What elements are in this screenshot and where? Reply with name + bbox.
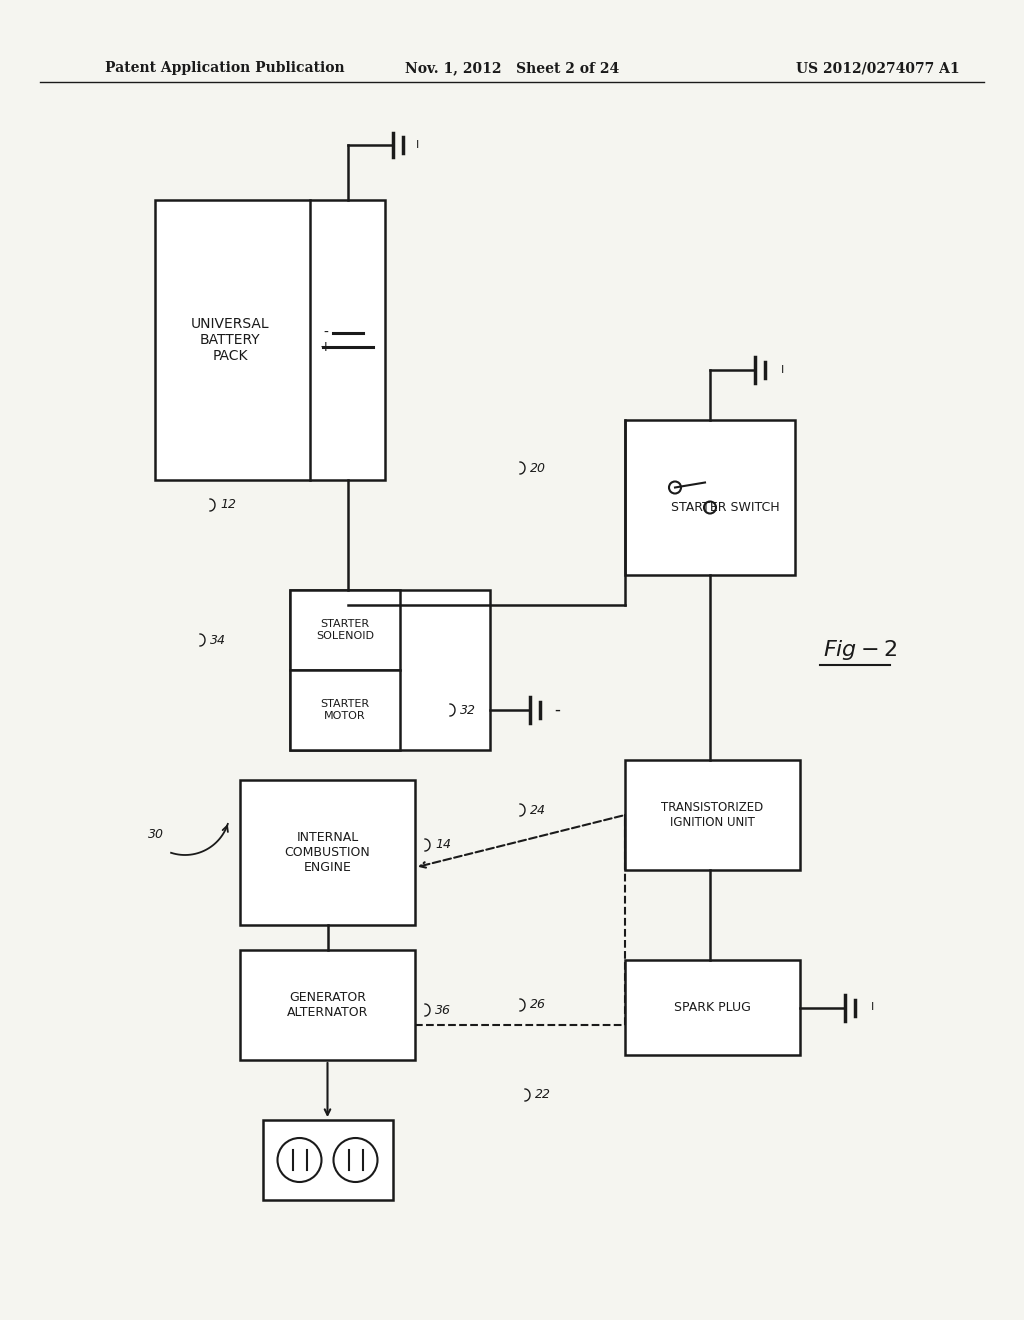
Text: $\mathit{Fig}-2$: $\mathit{Fig}-2$ (823, 638, 897, 663)
Text: 14: 14 (435, 838, 451, 851)
Text: I: I (870, 1002, 873, 1012)
Text: 22: 22 (535, 1089, 551, 1101)
Text: 12: 12 (220, 499, 236, 511)
Text: 30: 30 (148, 829, 164, 842)
Bar (625, 960, 800, 1055)
Bar (290, 590, 400, 671)
Text: 36: 36 (435, 1003, 451, 1016)
Text: STARTER
MOTOR: STARTER MOTOR (321, 700, 370, 721)
Text: INTERNAL
COMBUSTION
ENGINE: INTERNAL COMBUSTION ENGINE (285, 832, 371, 874)
Bar (240, 950, 415, 1060)
Text: 32: 32 (460, 704, 476, 717)
Text: STARTER SWITCH: STARTER SWITCH (671, 502, 779, 513)
Bar (240, 780, 415, 925)
Text: UNIVERSAL
BATTERY
PACK: UNIVERSAL BATTERY PACK (190, 317, 269, 363)
Circle shape (334, 1138, 378, 1181)
Text: GENERATOR
ALTERNATOR: GENERATOR ALTERNATOR (287, 991, 369, 1019)
Text: US 2012/0274077 A1: US 2012/0274077 A1 (797, 61, 961, 75)
Text: -: - (323, 326, 328, 341)
Text: I: I (780, 366, 783, 375)
Text: STARTER
SOLENOID: STARTER SOLENOID (316, 619, 374, 640)
Circle shape (278, 1138, 322, 1181)
Bar (290, 671, 400, 750)
Bar (155, 201, 385, 480)
Text: +: + (319, 341, 332, 354)
Circle shape (669, 482, 681, 494)
Circle shape (705, 502, 716, 513)
Text: 20: 20 (530, 462, 546, 474)
Bar (625, 760, 800, 870)
Text: I: I (416, 140, 419, 150)
Text: SPARK PLUG: SPARK PLUG (674, 1001, 751, 1014)
Text: Nov. 1, 2012   Sheet 2 of 24: Nov. 1, 2012 Sheet 2 of 24 (404, 61, 620, 75)
Text: 24: 24 (530, 804, 546, 817)
Text: TRANSISTORIZED
IGNITION UNIT: TRANSISTORIZED IGNITION UNIT (662, 801, 764, 829)
Text: Patent Application Publication: Patent Application Publication (105, 61, 345, 75)
Bar (625, 420, 795, 576)
Text: -: - (554, 701, 560, 719)
Bar (262, 1119, 392, 1200)
Text: 26: 26 (530, 998, 546, 1011)
Text: 34: 34 (210, 634, 226, 647)
Bar (290, 590, 490, 750)
